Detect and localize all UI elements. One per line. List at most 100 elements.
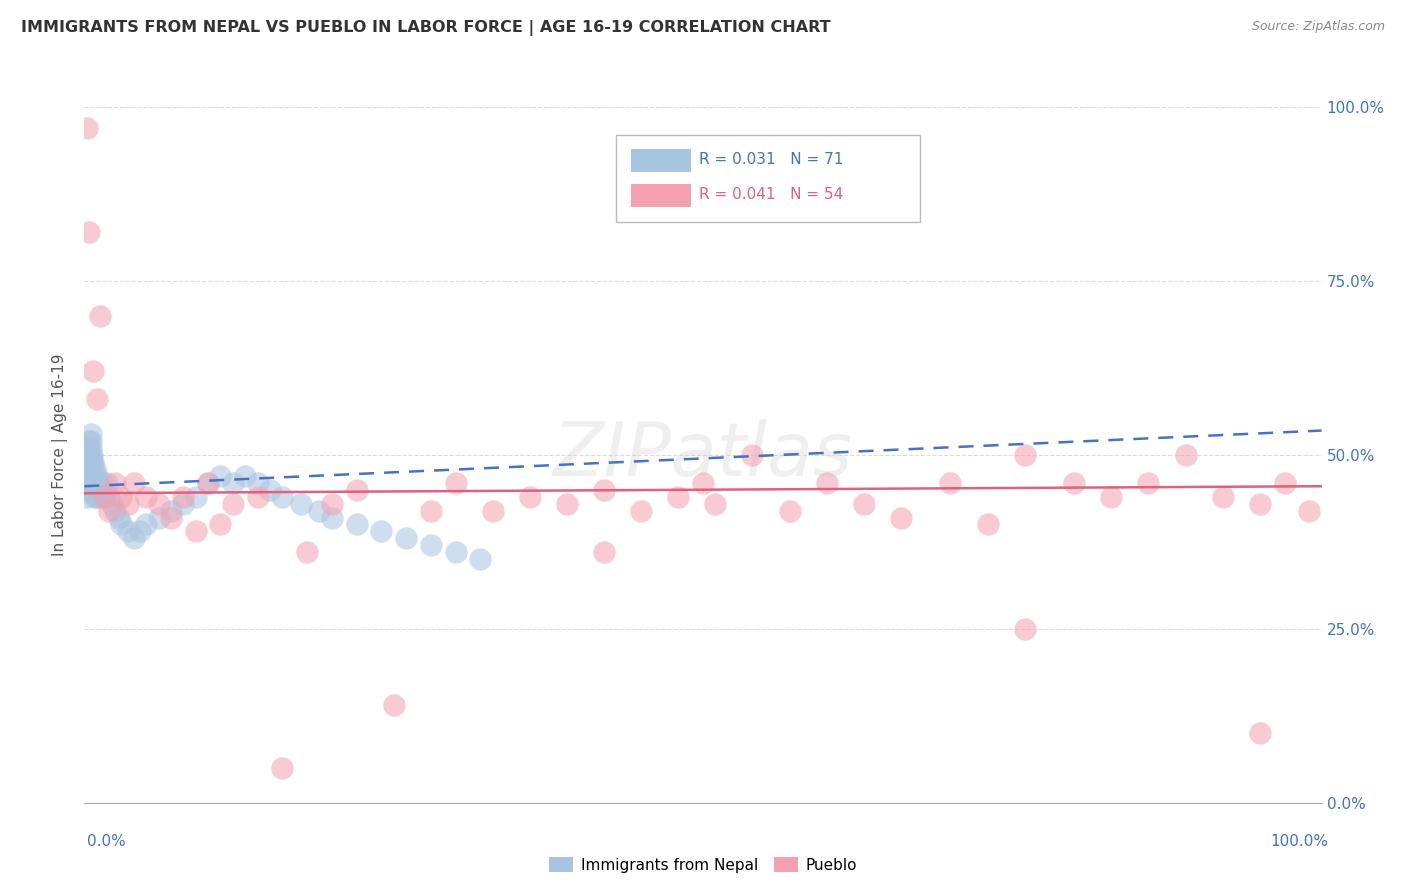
Point [77, 475, 100, 490]
Point [779, 503, 801, 517]
Point [79, 455, 101, 469]
Point [666, 490, 689, 504]
Legend: Immigrants from Nepal, Pueblo: Immigrants from Nepal, Pueblo [543, 850, 863, 879]
Point [76, 468, 98, 483]
Point [692, 475, 714, 490]
Text: 100.0%: 100.0% [1271, 834, 1329, 849]
Point [110, 490, 132, 504]
Point [1274, 475, 1296, 490]
Point [83, 490, 105, 504]
Point [79, 434, 101, 448]
Point [86, 475, 108, 490]
Point [308, 503, 330, 517]
Point [197, 475, 219, 490]
Point [630, 503, 652, 517]
Point [444, 475, 467, 490]
Point [79, 434, 101, 448]
Point [1014, 622, 1036, 636]
Point [135, 517, 157, 532]
Point [233, 468, 256, 483]
Point [852, 497, 875, 511]
Point [79, 441, 101, 455]
Point [129, 524, 152, 539]
Point [481, 503, 503, 517]
Point [222, 497, 245, 511]
Point [83, 468, 105, 483]
Text: 0.0%: 0.0% [87, 834, 127, 849]
Point [83, 475, 105, 490]
Point [259, 483, 281, 497]
Point [93, 490, 115, 504]
Point [184, 490, 207, 504]
Point [87, 475, 110, 490]
Point [76, 475, 98, 490]
Point [1014, 448, 1036, 462]
Point [704, 497, 727, 511]
Point [321, 497, 343, 511]
Point [246, 475, 269, 490]
Point [82, 364, 104, 378]
Point [98, 490, 121, 504]
Text: ZIPatlas: ZIPatlas [553, 419, 853, 491]
Point [593, 483, 616, 497]
Point [295, 545, 318, 559]
Point [98, 503, 121, 517]
Point [1099, 490, 1122, 504]
FancyBboxPatch shape [616, 135, 920, 222]
Point [1249, 726, 1271, 740]
Point [419, 503, 441, 517]
Point [79, 462, 101, 476]
Point [79, 448, 101, 462]
Point [79, 468, 101, 483]
Point [444, 545, 467, 559]
Text: R = 0.031   N = 71: R = 0.031 N = 71 [699, 152, 844, 167]
Point [939, 475, 962, 490]
Point [96, 475, 118, 490]
Point [271, 490, 294, 504]
Point [89, 490, 111, 504]
Point [160, 503, 183, 517]
Point [246, 490, 269, 504]
Point [82, 462, 104, 476]
Point [271, 761, 294, 775]
Point [77, 468, 100, 483]
Point [77, 462, 100, 476]
Point [117, 497, 139, 511]
Point [76, 483, 98, 497]
Point [346, 483, 368, 497]
Point [222, 475, 245, 490]
Point [470, 552, 492, 566]
Point [395, 532, 418, 546]
Point [593, 545, 616, 559]
Point [370, 524, 392, 539]
Point [79, 441, 101, 455]
Point [346, 517, 368, 532]
Point [890, 510, 912, 524]
Point [1137, 475, 1160, 490]
Point [82, 455, 104, 469]
Point [419, 538, 441, 552]
Point [89, 309, 111, 323]
Point [104, 503, 127, 517]
Point [148, 497, 170, 511]
Point [1298, 503, 1320, 517]
Point [104, 475, 127, 490]
Point [108, 510, 131, 524]
Point [86, 490, 108, 504]
Point [86, 392, 108, 407]
Point [80, 448, 103, 462]
Point [172, 497, 194, 511]
Point [209, 468, 232, 483]
Point [815, 475, 838, 490]
Point [117, 524, 139, 539]
Point [77, 448, 100, 462]
FancyBboxPatch shape [631, 150, 690, 172]
Point [184, 524, 207, 539]
Point [209, 517, 232, 532]
Point [555, 497, 578, 511]
Point [160, 510, 183, 524]
Point [84, 462, 107, 476]
Point [79, 225, 101, 239]
Point [77, 455, 100, 469]
Point [80, 475, 103, 490]
